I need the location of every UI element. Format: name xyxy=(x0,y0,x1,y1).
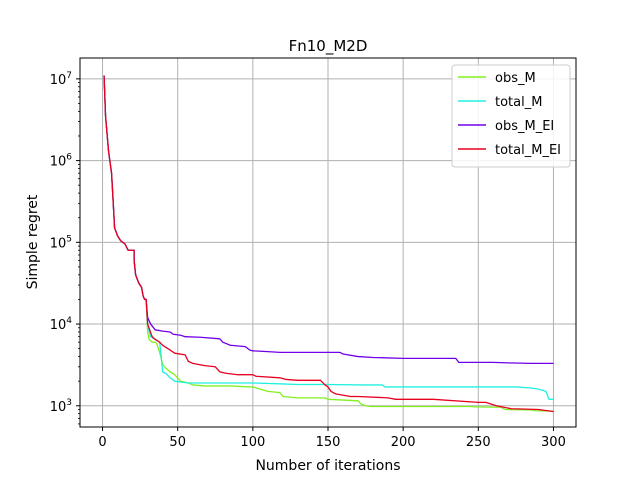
x-tick-label: 50 xyxy=(169,435,186,450)
y-axis: 103 104 105 106 107 xyxy=(50,71,80,425)
legend-label: total_M_EI xyxy=(495,143,561,158)
x-tick-label: 150 xyxy=(316,435,341,450)
x-tick-label: 100 xyxy=(240,435,265,450)
legend-label: obs_M xyxy=(495,71,536,86)
y-tick-label: 105 xyxy=(50,234,72,251)
legend-label: obs_M_EI xyxy=(495,119,554,134)
legend-label: total_M xyxy=(495,95,542,110)
legend-box xyxy=(451,64,571,168)
x-tick-label: 200 xyxy=(391,435,416,450)
x-axis-label: Number of iterations xyxy=(255,458,400,474)
x-tick-label: 300 xyxy=(541,435,566,450)
y-tick-label: 106 xyxy=(50,153,73,170)
legend: obs_M total_M obs_M_EI total_M_EI xyxy=(451,64,571,168)
chart-title: Fn10_M2D xyxy=(289,37,368,56)
y-tick-label: 107 xyxy=(50,71,72,88)
series-line-total-m-ei xyxy=(103,75,554,413)
x-axis: 0 50 100 150 200 250 300 xyxy=(98,427,566,450)
y-tick-label: 103 xyxy=(50,398,72,415)
plot-area xyxy=(103,75,554,413)
y-axis-label: Simple regret xyxy=(25,194,41,289)
x-tick-label: 250 xyxy=(466,435,491,450)
x-tick-label: 0 xyxy=(98,435,106,450)
y-tick-label: 104 xyxy=(50,316,73,333)
